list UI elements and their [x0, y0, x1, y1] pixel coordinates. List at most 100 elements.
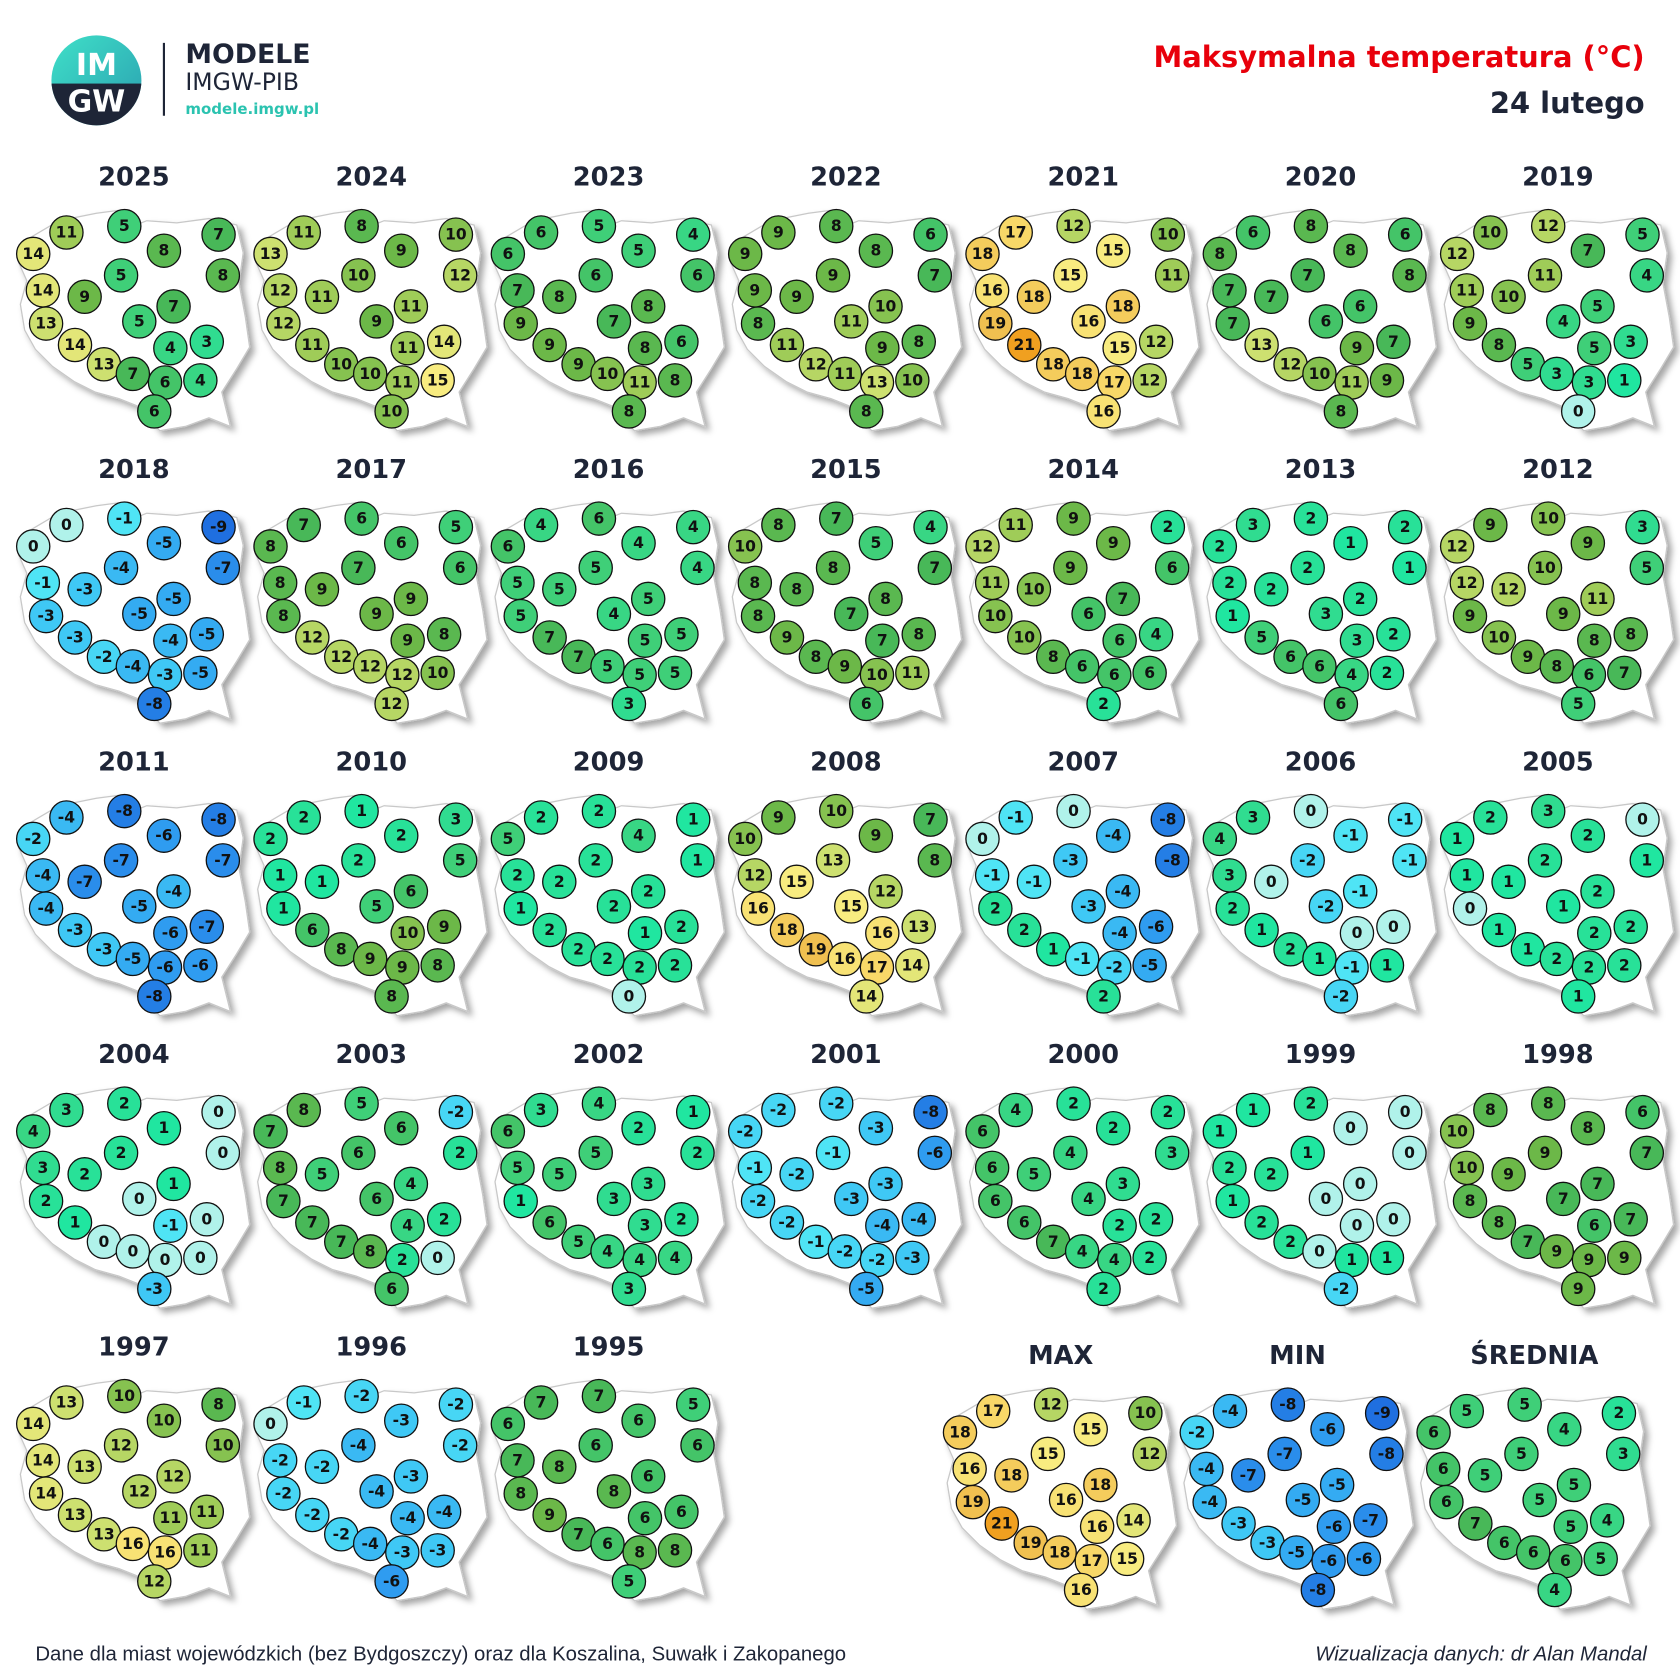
- station-marker: [122, 1181, 157, 1217]
- station-value: 5: [502, 830, 513, 848]
- station-value: 6: [925, 226, 936, 244]
- station-value: 8: [753, 607, 764, 625]
- station-marker: [998, 800, 1033, 835]
- station-marker: [542, 1449, 577, 1485]
- station-value: 10: [1446, 1122, 1468, 1140]
- station-marker: [1629, 843, 1665, 878]
- station-value: -2: [1317, 897, 1334, 915]
- station-marker: [15, 821, 51, 857]
- station-marker: [103, 1428, 139, 1463]
- station-value: -5: [124, 950, 141, 968]
- station-value: 8: [515, 1485, 526, 1503]
- station-value: 1: [688, 1103, 699, 1121]
- station-value: 6: [1167, 559, 1178, 577]
- station-value: 4: [594, 1095, 605, 1113]
- station-marker: [438, 802, 474, 837]
- station-value: 1: [515, 900, 526, 918]
- station-marker: [1095, 233, 1131, 268]
- station-value: 7: [1625, 1210, 1636, 1228]
- station-marker: [542, 864, 577, 900]
- station-value: 0: [1404, 1144, 1415, 1162]
- station-marker: [590, 649, 625, 684]
- station-marker: [253, 1114, 288, 1149]
- station-value: 2: [1551, 950, 1562, 968]
- station-marker: [420, 948, 455, 983]
- station-marker: [1254, 572, 1289, 607]
- station-value: -5: [1288, 1544, 1305, 1562]
- station-value: -1: [1401, 851, 1418, 869]
- station-value: 9: [405, 590, 416, 608]
- station-value: 8: [929, 851, 940, 869]
- station-value: 9: [1584, 1251, 1595, 1269]
- map-label: 2007: [1047, 747, 1119, 777]
- station-value: 12: [381, 695, 403, 713]
- station-value: 2: [1098, 695, 1109, 713]
- station-marker: [998, 1092, 1033, 1128]
- station-value: 10: [153, 1412, 175, 1430]
- station-value: 2: [353, 851, 364, 869]
- station-marker: [1221, 1506, 1256, 1541]
- station-marker: [1132, 948, 1167, 983]
- station-marker: [657, 655, 693, 691]
- station-value: 8: [913, 333, 924, 351]
- station-value: 8: [749, 574, 760, 592]
- station-value: 0: [61, 516, 72, 534]
- station-marker: [115, 1526, 151, 1562]
- station-marker: [865, 330, 900, 366]
- station-value: 8: [773, 516, 784, 534]
- station-value: 2: [455, 1144, 466, 1162]
- station-value: 1: [1256, 921, 1267, 939]
- station-value: -2: [25, 830, 42, 848]
- station-value: 7: [929, 266, 940, 284]
- station-value: -5: [131, 605, 148, 623]
- station-value: 1: [356, 802, 367, 820]
- station-marker: [103, 1135, 139, 1171]
- station-value: 9: [740, 245, 751, 263]
- station-marker: [286, 215, 321, 250]
- station-value: 4: [405, 1175, 416, 1193]
- station-value: 9: [1573, 1280, 1584, 1298]
- station-marker: [393, 581, 429, 617]
- station-marker: [1570, 525, 1606, 561]
- station-marker: [1545, 596, 1581, 632]
- station-value: 0: [1320, 1190, 1331, 1208]
- station-marker: [1102, 915, 1137, 951]
- station-marker: [1202, 236, 1238, 272]
- station-value: 0: [217, 1144, 228, 1162]
- station-value: 2: [116, 1144, 127, 1162]
- station-value: -4: [1198, 1460, 1215, 1478]
- station-value: 4: [1641, 266, 1652, 284]
- station-marker: [1302, 941, 1337, 977]
- station-value: 16: [747, 900, 769, 918]
- station-marker: [384, 1110, 419, 1146]
- map-label: 1995: [573, 1332, 645, 1362]
- station-marker: [107, 793, 142, 829]
- station-value: 9: [1540, 1144, 1551, 1162]
- station-value: 9: [544, 1506, 555, 1524]
- station-value: 4: [1077, 1242, 1088, 1260]
- station-marker: [1202, 1114, 1238, 1149]
- station-value: 10: [1013, 629, 1035, 647]
- station-marker: [965, 821, 1000, 857]
- station-marker: [1215, 891, 1250, 926]
- station-marker: [664, 324, 699, 360]
- station-marker: [1095, 1110, 1131, 1146]
- station-value: 9: [1108, 534, 1119, 552]
- station-marker: [1302, 1234, 1337, 1269]
- station-marker: [868, 1166, 903, 1202]
- station-value: 2: [544, 921, 555, 939]
- station-value: 2: [512, 866, 523, 884]
- station-value: 2: [397, 1251, 408, 1269]
- station-marker: [57, 1497, 93, 1533]
- station-marker: [1342, 581, 1378, 617]
- station-value: 6: [1285, 648, 1296, 666]
- station-value: 1: [1214, 1122, 1225, 1140]
- station-value: 8: [213, 1396, 224, 1414]
- station-marker: [664, 909, 699, 945]
- station-value: 4: [925, 518, 936, 536]
- station-value: 5: [602, 657, 613, 675]
- station-value: -3: [1259, 1534, 1276, 1552]
- station-value: -8: [146, 695, 163, 713]
- station-value: 6: [1248, 224, 1259, 242]
- station-marker: [1192, 1484, 1227, 1520]
